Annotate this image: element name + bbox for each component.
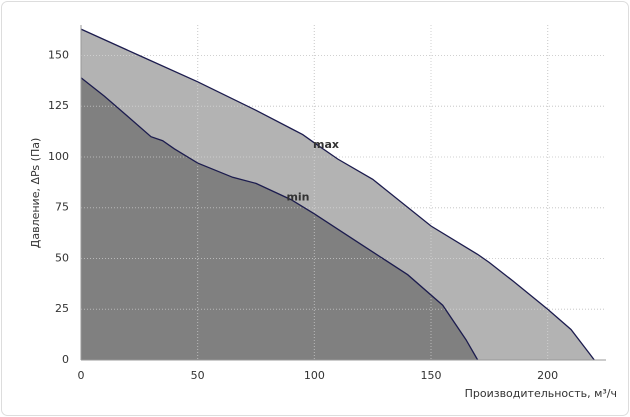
grid-overlay [81, 25, 606, 360]
areas [81, 29, 595, 361]
labels: 0 50 100 150 200 0 25 50 75 100 125 150 max min [48, 25, 606, 382]
y-axis-label: Давление, ΔPs (Па) [29, 138, 42, 249]
series-label: max [313, 138, 339, 151]
x-tick-label: 0 [78, 369, 85, 382]
y-tick-label: 150 [48, 48, 69, 61]
y-tick-label: 0 [62, 353, 69, 366]
x-tick-label: 50 [191, 369, 205, 382]
y-tick-label: 25 [55, 302, 69, 315]
line [80, 28, 595, 361]
y-tick-label: 125 [48, 99, 69, 112]
x-tick-label: 100 [304, 369, 325, 382]
series-label: min [286, 191, 309, 204]
x-axis-label: Производительность, м³/ч [465, 387, 617, 400]
area [81, 77, 478, 361]
x-tick-label: 150 [421, 369, 442, 382]
y-tick-label: 100 [48, 150, 69, 163]
y-tick-label: 75 [55, 201, 69, 214]
line [80, 77, 479, 361]
lines [80, 28, 595, 361]
x-tick-label: 200 [537, 369, 558, 382]
y-tick-label: 50 [55, 251, 69, 264]
